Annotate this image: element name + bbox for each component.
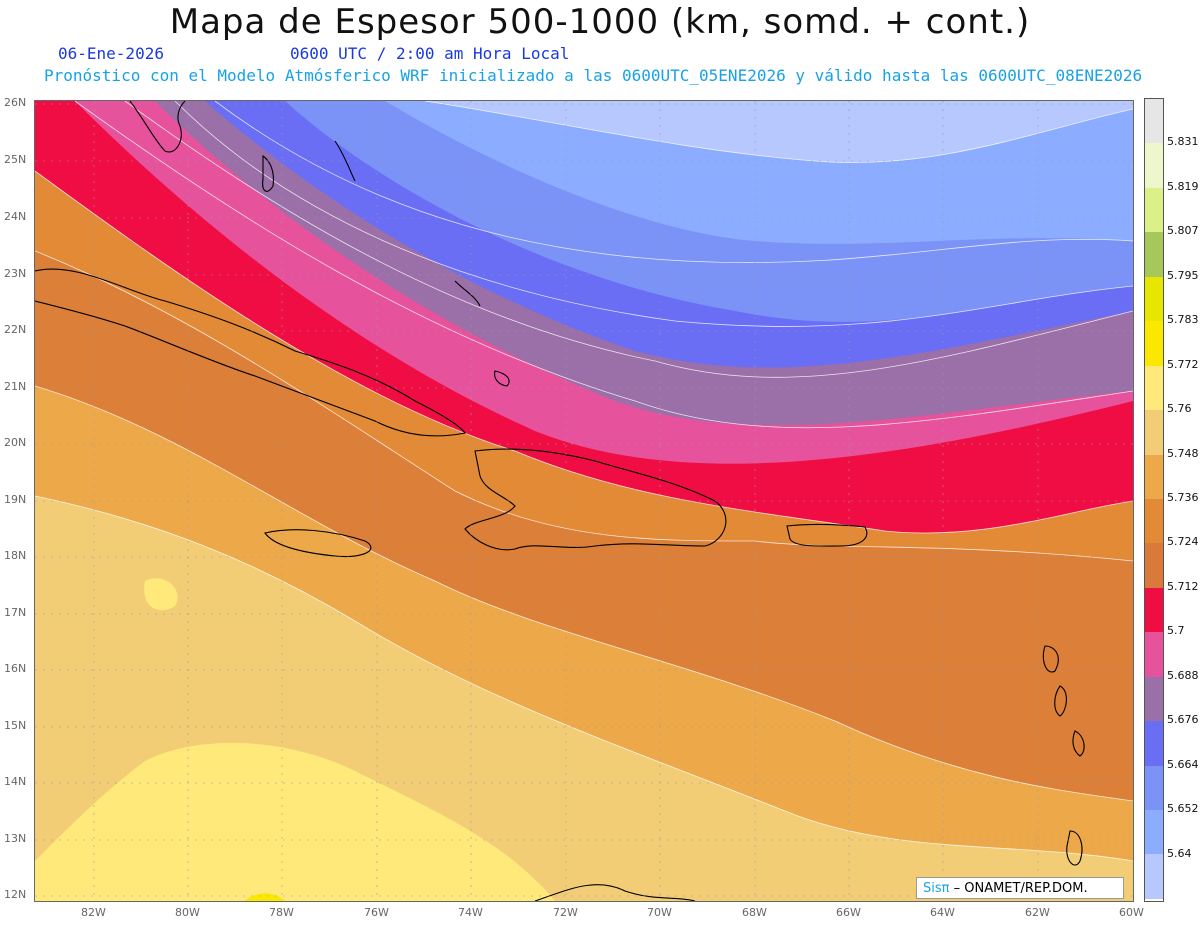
- band-5760: [35, 742, 555, 901]
- lat-label: 15N: [4, 719, 27, 732]
- lat-label: 26N: [4, 96, 27, 109]
- colorbar-label: 5.795: [1167, 268, 1199, 282]
- credit-logo: Sisπ: [923, 881, 950, 896]
- lat-label: 24N: [4, 210, 27, 223]
- colorbar-segment: [1145, 543, 1163, 588]
- colorbar-label: 5.772: [1167, 357, 1199, 371]
- colorbar-label: 5.819: [1167, 179, 1199, 193]
- colorbar-label: 5.831: [1167, 135, 1199, 149]
- forecast-time: 0600 UTC / 2:00 am Hora Local: [290, 44, 570, 63]
- bahamas-1: [262, 154, 274, 192]
- colorbar-label: 5.7: [1167, 624, 1185, 638]
- colorbar-segment: [1145, 232, 1163, 277]
- lat-label: 25N: [4, 153, 27, 166]
- bahamas-3: [454, 280, 481, 307]
- colorbar-segment: [1145, 632, 1163, 677]
- colorbar-segment: [1145, 321, 1163, 366]
- colorbar-segment: [1145, 454, 1163, 499]
- colorbar-segment: [1145, 365, 1163, 411]
- lat-label: 20N: [4, 436, 27, 449]
- colorbar-segment: [1145, 99, 1163, 144]
- colorbar-label: 5.664: [1167, 757, 1199, 771]
- lat-label: 16N: [4, 662, 27, 675]
- colorbar-label: 5.736: [1167, 491, 1199, 504]
- lon-label: 64W: [930, 906, 955, 919]
- colorbar-segment: [1145, 187, 1163, 233]
- lon-label: 68W: [742, 906, 767, 919]
- lat-label: 12N: [4, 888, 27, 901]
- forecast-date: 06-Ene-2026: [58, 44, 164, 63]
- colorbar-segment: [1145, 810, 1163, 855]
- band-5640: [425, 101, 1133, 163]
- lon-label: 70W: [647, 906, 672, 919]
- credit-text: – ONAMET/REP.DOM.: [953, 881, 1088, 896]
- jamaica-coast: [264, 529, 372, 558]
- thickness-map: [34, 100, 1134, 902]
- puerto-rico-coast: [786, 523, 868, 547]
- lon-label: 60W: [1119, 906, 1144, 919]
- lat-label: 23N: [4, 267, 27, 280]
- colorbar-segment: [1145, 676, 1163, 722]
- florida-coast: [129, 101, 186, 153]
- trinidad: [1066, 830, 1083, 866]
- colorbar-label: 5.807: [1167, 224, 1199, 238]
- colorbar-segment: [1145, 410, 1163, 455]
- turks: [494, 370, 510, 387]
- lon-label: 82W: [81, 906, 106, 919]
- colorbar-segment: [1145, 721, 1163, 766]
- credit-box: Sisπ – ONAMET/REP.DOM.: [916, 877, 1124, 899]
- bahamas-2: [334, 140, 356, 182]
- lat-label: 17N: [4, 606, 27, 619]
- cuba-coast: [35, 268, 466, 437]
- colorbar-segment: [1145, 587, 1163, 633]
- venezuela-coast: [534, 884, 696, 901]
- colorbar-segment: [1145, 498, 1163, 544]
- colorbar-segment: [1145, 276, 1163, 322]
- colorbar-label: 5.688: [1167, 668, 1199, 682]
- colorbar-label: 5.676: [1167, 713, 1199, 727]
- lat-label: 19N: [4, 493, 27, 506]
- lesser-antilles-3: [1072, 730, 1085, 757]
- lat-label: 13N: [4, 832, 27, 845]
- forecast-description: Pronóstico con el Modelo Atmósferico WRF…: [44, 66, 1143, 85]
- hispaniola-coast: [464, 448, 727, 551]
- lon-label: 76W: [364, 906, 389, 919]
- colorbar-segment: [1145, 765, 1163, 810]
- band-5760-spot: [144, 578, 178, 611]
- colorbar-segment: [1145, 854, 1163, 899]
- lon-label: 78W: [269, 906, 294, 919]
- lat-label: 21N: [4, 380, 27, 393]
- contour-lines: [35, 101, 1133, 862]
- lat-label: 18N: [4, 549, 27, 562]
- graticule: [35, 101, 1133, 901]
- lon-label: 62W: [1025, 906, 1050, 919]
- colorbar-label: 5.652: [1167, 802, 1199, 816]
- lesser-antilles-2: [1054, 685, 1067, 717]
- colorbar-label: 5.712: [1167, 579, 1199, 593]
- colorbar-segment: [1145, 143, 1163, 188]
- lat-label: 14N: [4, 775, 27, 788]
- map-title: Mapa de Espesor 500-1000 (km, somd. + co…: [169, 2, 1031, 42]
- colorbar: [1144, 98, 1164, 902]
- lon-label: 74W: [458, 906, 483, 919]
- colorbar-label: 5.783: [1167, 313, 1199, 327]
- lon-label: 72W: [553, 906, 578, 919]
- band-5772-spot: [245, 893, 285, 901]
- lon-label: 80W: [175, 906, 200, 919]
- colorbar-label: 5.64: [1167, 846, 1192, 860]
- lon-label: 66W: [836, 906, 861, 919]
- colorbar-label: 5.748: [1167, 446, 1199, 460]
- colorbar-label: 5.724: [1167, 535, 1199, 549]
- lat-label: 22N: [4, 323, 27, 336]
- coastlines: [35, 101, 1085, 901]
- colorbar-label: 5.76: [1167, 402, 1192, 416]
- lesser-antilles-1: [1042, 645, 1059, 673]
